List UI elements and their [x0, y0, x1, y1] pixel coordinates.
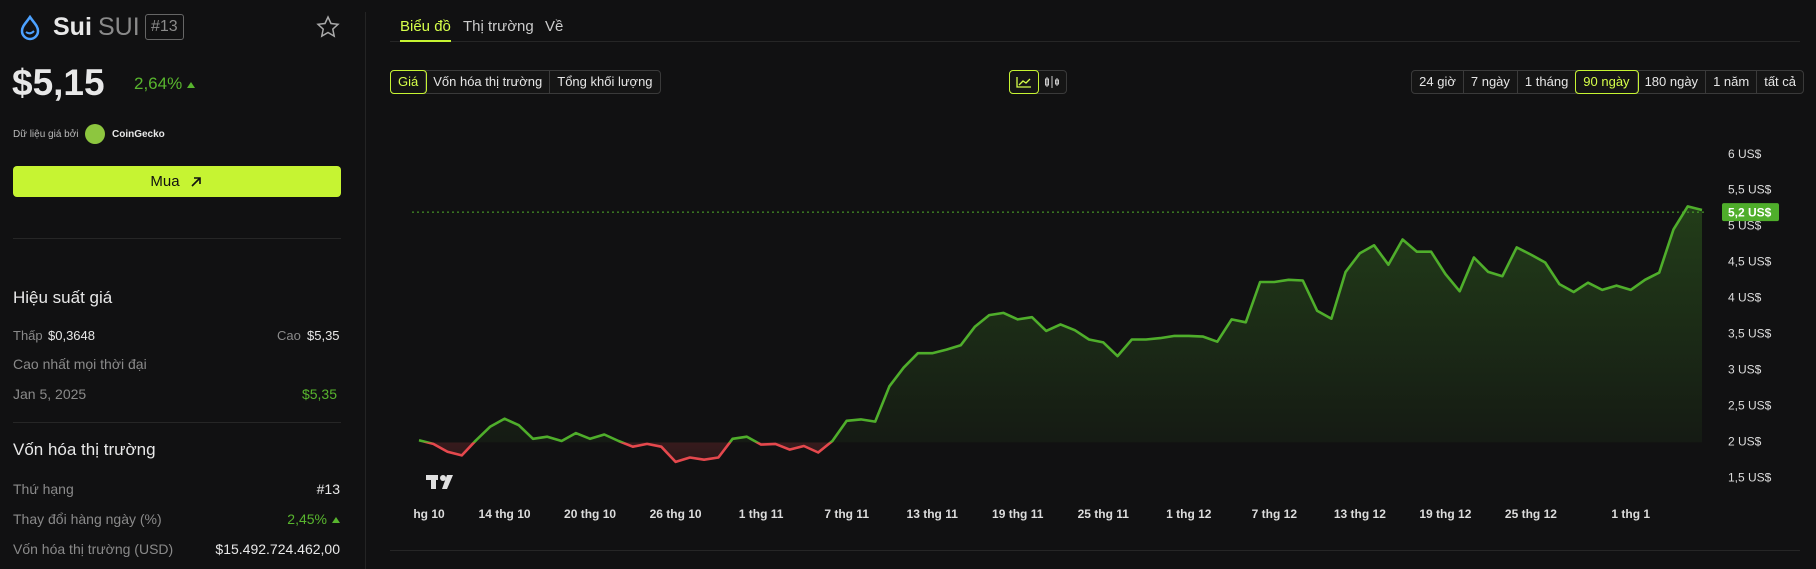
up-arrow — [187, 81, 196, 88]
y-tick-label: 6 US$ — [1728, 147, 1762, 161]
price-change-value: 2,64% — [134, 74, 183, 93]
line-style-button[interactable] — [1009, 70, 1039, 94]
price-change: 2,64% — [134, 74, 196, 94]
up-arrow — [332, 517, 340, 524]
ath-label: Cao nhất mọi thời đại — [13, 356, 147, 372]
coin-symbol: SUI — [98, 13, 140, 41]
tab-border — [390, 41, 1800, 42]
buy-label: Mua — [150, 173, 180, 190]
x-tick-label: 7 thg 11 — [824, 507, 869, 521]
ath-date: Jan 5, 2025 — [13, 386, 87, 402]
metric-button[interactable]: Giá — [389, 70, 428, 94]
x-tick-label: 13 thg 11 — [907, 507, 959, 521]
x-tick-label: 1 thg 12 — [1166, 507, 1212, 521]
tradingview-logo — [426, 475, 453, 489]
area — [419, 206, 1702, 462]
metric-group: Giá Vốn hóa thị trường Tổng khối lượng — [389, 70, 661, 94]
tab[interactable]: Thị trường — [463, 18, 534, 35]
low-value: $0,3648 — [48, 328, 95, 343]
row-value: 2,45% — [287, 511, 340, 527]
x-tick-label: 25 thg 12 — [1505, 507, 1557, 521]
range-button[interactable]: 90 ngày — [1575, 70, 1639, 94]
x-tick-label: 1 thg 11 — [739, 507, 784, 521]
y-tick-label: 3 US$ — [1728, 363, 1762, 377]
chart-style-group — [1009, 70, 1067, 94]
range-button[interactable]: 1 tháng — [1518, 71, 1577, 93]
y-tick-label: 4 US$ — [1728, 291, 1762, 305]
x-tick-label: 13 thg 12 — [1334, 507, 1386, 521]
low-label: Thấp — [13, 328, 43, 343]
range-button[interactable]: 180 ngày — [1638, 71, 1707, 93]
x-tick-label: 19 thg 12 — [1419, 507, 1471, 521]
price: $5,15 — [12, 62, 105, 103]
row-value: #13 — [316, 481, 340, 497]
range-button[interactable]: tất cả — [1764, 74, 1796, 89]
tab[interactable]: Biểu đồ — [400, 18, 451, 42]
y-tick-label: 1,5 US$ — [1728, 471, 1772, 485]
arrow-icon — [191, 176, 201, 187]
y-tick-label: 2 US$ — [1728, 435, 1762, 449]
row-label: Vốn hóa thị trường (USD) — [13, 541, 174, 557]
x-tick-label: 26 thg 10 — [650, 507, 702, 521]
divider — [13, 238, 341, 239]
candle-style-button[interactable] — [1038, 71, 1066, 93]
metric-button[interactable]: Vốn hóa thị trường — [426, 71, 551, 93]
range-button[interactable]: 1 năm — [1706, 71, 1758, 93]
y-tick-label: 5,5 US$ — [1728, 183, 1772, 197]
x-tick-label: 25 thg 11 — [1078, 507, 1130, 521]
y-tick-label: 3,5 US$ — [1728, 327, 1772, 341]
coin-name: Sui — [53, 13, 92, 41]
buy-button[interactable]: Mua — [13, 166, 341, 197]
range-button[interactable]: 7 ngày — [1464, 71, 1518, 93]
divider — [13, 422, 341, 423]
y-tick-label: 4,5 US$ — [1728, 255, 1772, 269]
x-tick-label: 20 thg 10 — [564, 507, 616, 521]
last-price-label: 5,2 US$ — [1728, 205, 1772, 219]
tab[interactable]: Về — [545, 18, 564, 35]
row-value: $15.492.724.462,00 — [215, 541, 340, 557]
x-tick-label: 7 thg 12 — [1252, 507, 1298, 521]
source-label: Dữ liệu giá bởi — [13, 129, 79, 140]
row-value-text: 2,45% — [287, 511, 327, 527]
x-tick-label: hg 10 — [413, 507, 445, 521]
high-value: $5,35 — [307, 328, 340, 343]
y-tick-label: 2,5 US$ — [1728, 399, 1772, 413]
vertical-divider — [365, 12, 366, 569]
x-tick-label: 14 thg 10 — [479, 507, 531, 521]
coingecko-logo — [85, 124, 105, 144]
price-line — [418, 205, 1703, 464]
ath-value: $5,35 — [301, 386, 337, 402]
range-group: 24 giờ 7 ngày 1 tháng 90 ngày 180 ngày 1… — [1411, 70, 1804, 94]
row-label: Thay đổi hàng ngày (%) — [13, 511, 162, 527]
source-provider: CoinGecko — [112, 129, 165, 140]
sui-logo — [20, 15, 40, 41]
section-title: Hiệu suất giá — [13, 288, 113, 307]
x-tick-label: 19 thg 11 — [992, 507, 1044, 521]
rank-badge: #13 — [145, 14, 184, 40]
row-label: Thứ hạng — [13, 481, 74, 497]
x-tick-label: 1 thg 1 — [1611, 507, 1650, 521]
section-title: Vốn hóa thị trường — [13, 440, 156, 459]
high-label: Cao — [277, 328, 301, 343]
y-tick-label: 5 US$ — [1728, 219, 1762, 233]
metric-button[interactable]: Tổng khối lượng — [557, 74, 653, 89]
last-price-badge — [1722, 203, 1779, 222]
favorite-star[interactable] — [316, 15, 340, 39]
chart-bottom-border — [390, 550, 1800, 551]
range-button[interactable]: 24 giờ — [1412, 71, 1464, 93]
